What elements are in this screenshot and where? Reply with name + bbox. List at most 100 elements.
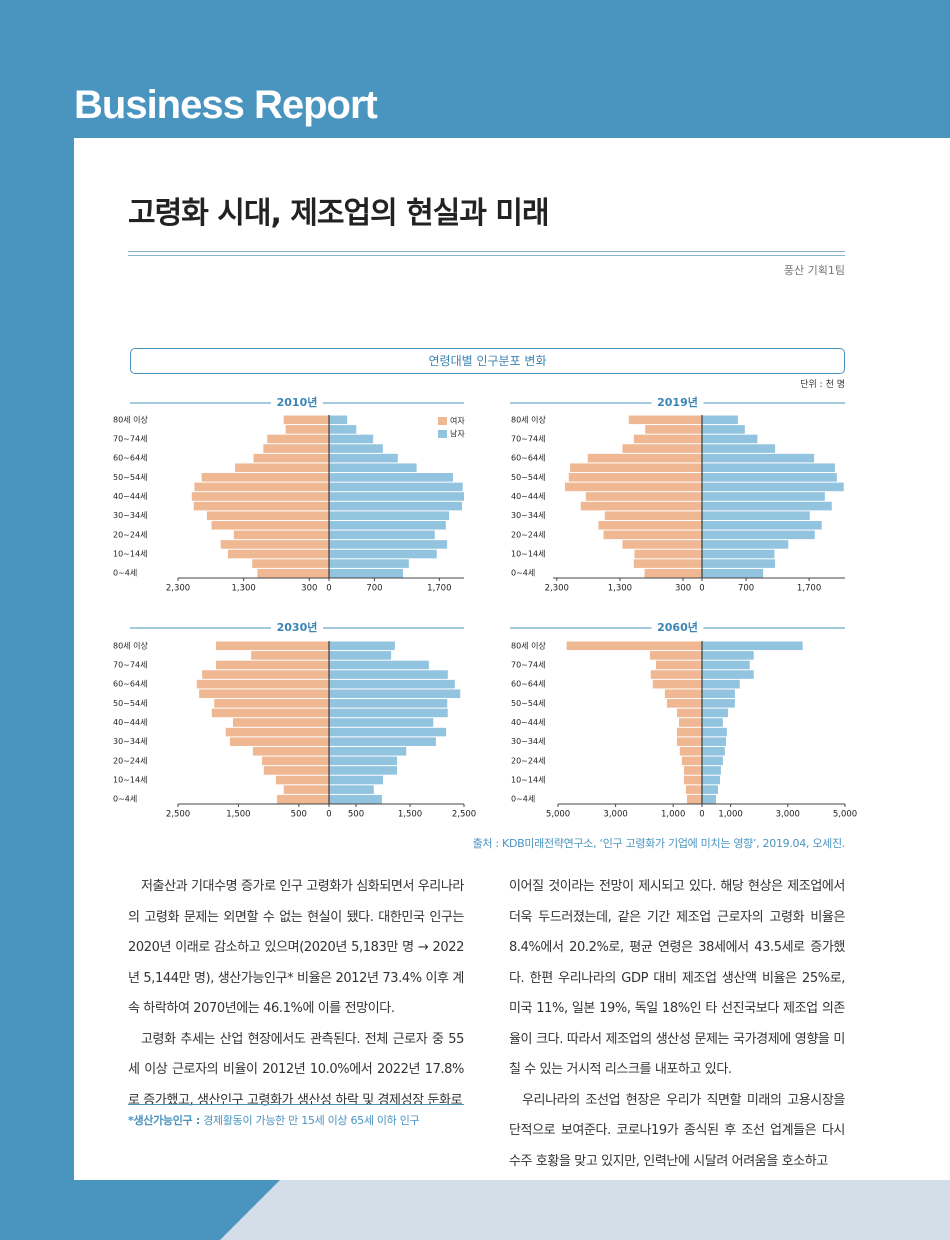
bar [702,540,789,549]
paragraph: 저출산과 기대수명 증가로 인구 고령화가 심화되면서 우리나라의 고령화 문제… [128,879,464,1016]
corner-shape [0,1180,280,1240]
bar [211,520,329,530]
bar [568,473,702,482]
x-tick-label: 300 [301,584,317,594]
bar [329,775,383,785]
bar [329,737,436,746]
bar [628,415,702,425]
bar [676,708,702,718]
bar [232,718,329,727]
bar [702,641,803,651]
footnote-text: 경제활동이 가능한 만 15세 이상 65세 이하 인구 [203,1114,420,1127]
bar [603,530,702,540]
bar [329,415,348,425]
bar [702,501,832,511]
age-label: 30~34세 [113,511,147,520]
age-label: 10~14세 [511,776,545,785]
x-tick-label: 2,300 [545,584,569,594]
bar [329,699,448,708]
bar [329,641,395,651]
age-label: 40~44세 [113,492,147,501]
x-tick-label: 0 [326,810,331,820]
bar [702,727,727,737]
bar [263,444,329,453]
x-tick-label: 300 [675,584,691,594]
bar [644,568,702,578]
bar [257,568,329,578]
bar [702,482,844,492]
bar [329,444,383,453]
bar [202,670,329,679]
bar [702,775,721,785]
chart-title: 2030년 [277,620,318,634]
x-tick-label: 700 [366,584,382,594]
age-label: 80세 이상 [511,414,546,424]
bar [275,775,329,785]
charts: 2010년 0~4세 10~14세 20~24세 30~34세 40~44세 50~54세 6… [113,395,857,820]
age-label: 30~34세 [113,737,147,746]
x-tick-label: 2,500 [166,810,190,820]
bar [702,737,727,746]
x-tick-label: 0 [699,810,704,820]
bar [329,520,446,530]
bar [676,737,702,746]
source: 출처 : KDB미래전략연구소, ‘인구 고령화가 기업에 미치는 영향’, 2… [472,837,846,850]
bar [329,540,448,549]
bar [329,425,357,434]
bar [329,746,407,756]
x-tick-label: 0 [699,584,704,594]
age-label: 10~14세 [113,550,147,559]
bar [227,549,329,559]
x-tick-label: 5,000 [833,810,857,820]
bar [252,559,329,568]
bar [702,756,723,766]
age-label: 80세 이상 [113,640,148,650]
age-label: 60~64세 [113,454,147,463]
legend-swatch [438,430,447,438]
bar [664,689,702,699]
age-label: 60~64세 [511,680,545,689]
x-tick-label: 500 [291,810,307,820]
age-label: 0~4세 [113,795,137,804]
bar [329,482,463,492]
left-column: 저출산과 기대수명 증가로 인구 고령화가 심화되면서 우리나라의 고령화 문제… [128,872,464,1116]
age-label: 30~34세 [511,737,545,746]
x-tick-label: 500 [348,810,364,820]
bar [622,444,702,453]
bar [645,425,702,434]
bar [220,540,329,549]
bar [622,540,702,549]
bar [329,492,464,501]
bar [566,641,702,651]
bar [702,492,825,501]
age-label: 0~4세 [113,569,137,578]
bar [329,794,382,804]
x-tick-label: 2,500 [452,810,476,820]
bar [329,568,403,578]
bar [702,453,815,463]
bar [702,511,810,520]
bar [329,549,437,559]
bar [283,785,329,794]
bar [194,482,329,492]
bar [206,511,329,520]
bar [679,746,702,756]
bar [655,660,702,670]
bar [702,670,754,679]
article-title: 고령화 시대, 제조업의 현실과 미래 [128,196,550,231]
bar [261,756,329,766]
paragraph: 우리나라의 조선업 현장은 우리가 직면할 미래의 고용시장을 단적으로 보여준… [509,1092,845,1169]
bar [570,463,702,473]
bar [702,559,776,568]
age-label: 0~4세 [511,795,535,804]
bar [329,718,434,727]
bar [702,473,837,482]
bar [267,434,329,444]
age-label: 70~74세 [511,434,545,443]
bar [702,463,835,473]
bar [702,689,735,699]
chart-title: 2010년 [277,395,318,409]
bar [216,660,329,670]
chart-title: 2019년 [657,395,698,409]
